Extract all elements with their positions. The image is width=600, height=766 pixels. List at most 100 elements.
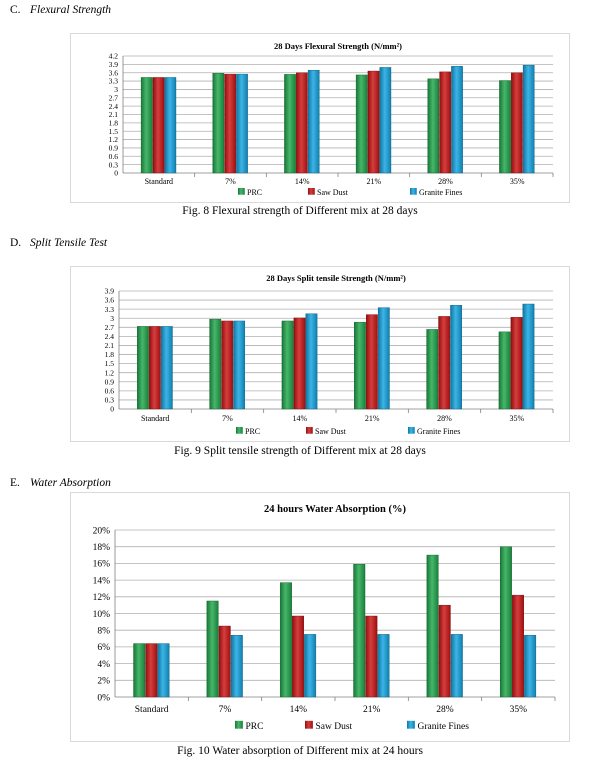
bar (233, 320, 246, 410)
bar (157, 643, 170, 698)
bar (499, 546, 512, 698)
flexural-strength-svg: 28 Days Flexural Strength (N/mm²) 00.30.6… (109, 41, 554, 197)
flexural-strength-chart: 28 Days Flexural Strength (N/mm²) 0 0.3 0.6… (70, 33, 570, 203)
x-tick-label: 14% (290, 705, 308, 715)
bar (498, 331, 511, 410)
y-tick-label: 3 (110, 314, 114, 323)
section-heading-flexural: C. Flexural Strength (10, 4, 111, 16)
legend-label: Saw Dust (316, 722, 353, 732)
figure-caption: Fig. 8 Flexural strength of Different mi… (182, 205, 418, 217)
section-letter: E. (10, 477, 20, 489)
y-tick-label: 12% (93, 593, 111, 603)
bar (522, 303, 535, 410)
bar (427, 78, 440, 174)
figure-caption: Fig. 10 Water absorption of Different mi… (177, 745, 423, 757)
legend-label: Granite Fines (419, 188, 462, 197)
bar (365, 615, 378, 698)
y-tick-label: 1.8 (105, 350, 115, 359)
x-tick-label: 7% (222, 414, 233, 423)
y-tick-label: 0.3 (109, 160, 119, 169)
y-tick-label: 2.7 (105, 323, 115, 332)
y-tick-label: 0.9 (109, 144, 119, 153)
y-tick-label: 16% (93, 560, 111, 570)
y-tick-label: 0.6 (109, 152, 119, 161)
bar (426, 554, 439, 698)
y-tick-label: 3.3 (109, 77, 119, 86)
y-tick-label: 1.5 (105, 359, 115, 368)
x-tick-label: 28% (436, 705, 454, 715)
bar (145, 643, 158, 698)
x-tick-label: 35% (510, 177, 525, 186)
legend-label: Saw Dust (315, 427, 347, 436)
bar (218, 625, 231, 698)
y-tick-label: 2.7 (109, 93, 119, 102)
chart-title: 28 Days Flexural Strength (N/mm²) (274, 41, 402, 51)
legend-swatch (306, 426, 313, 434)
y-tick-label: 3.6 (109, 68, 119, 77)
bar (438, 604, 451, 698)
bar (279, 582, 292, 698)
bar (365, 314, 378, 410)
split-tensile-chart: 28 Days Split tensile Strength (N/mm²) 0 0… (70, 266, 570, 442)
y-tick-label: 3 (114, 85, 118, 94)
bar (293, 317, 306, 410)
section-title: Water Absorption (30, 477, 111, 489)
bar (451, 66, 463, 174)
x-tick-label: 28% (438, 177, 453, 186)
y-tick-label: 3.3 (105, 305, 115, 314)
y-tick-label: 2% (97, 677, 110, 687)
bar (377, 634, 390, 698)
bar (450, 634, 463, 698)
y-tick-label: 8% (97, 627, 110, 637)
y-tick-label: 0 (110, 405, 114, 414)
legend-swatch (308, 187, 315, 195)
legend-label: PRC (246, 722, 264, 732)
water-absorption-svg: 24 hours Water Absorption (%) 0% 2% 4% 6% 8% 1… (93, 504, 556, 732)
bar (304, 634, 317, 698)
bar (212, 73, 225, 174)
bar (367, 70, 380, 174)
section-title: Split Tensile Test (30, 237, 108, 249)
bar (522, 64, 535, 174)
y-tick-label: 0.6 (105, 386, 115, 395)
y-tick-label: 10% (93, 610, 111, 620)
bar (206, 600, 219, 698)
y-tick-label: 2.1 (105, 341, 115, 350)
x-tick-label: 21% (366, 177, 381, 186)
y-tick-label: 1.2 (105, 368, 115, 377)
x-tick-label: 28% (437, 414, 452, 423)
bar (140, 77, 153, 174)
legend-swatch (410, 187, 417, 195)
bar (379, 67, 392, 174)
bar (512, 594, 524, 698)
legend-label: Granite Fines (418, 722, 470, 732)
bar (439, 71, 452, 174)
bar (224, 73, 237, 174)
legend-label: PRC (247, 188, 262, 197)
y-tick-label: 3.6 (105, 296, 115, 305)
bar (377, 307, 390, 410)
legend-swatch (408, 426, 415, 434)
bar (438, 316, 451, 410)
x-tick-label: Standard (145, 177, 173, 186)
x-tick-label: 7% (219, 705, 232, 715)
y-tick-label: 0% (97, 693, 110, 703)
x-tick-label: 14% (292, 414, 307, 423)
section-heading-water-absorption: E. Water Absorption (10, 477, 111, 489)
y-tick-label: 2.1 (109, 110, 119, 119)
bar (209, 318, 222, 410)
y-tick-label: 20% (93, 526, 111, 536)
bar (510, 317, 523, 410)
x-tick-label: Standard (141, 414, 169, 423)
bar (355, 74, 368, 174)
x-tick-label: 14% (295, 177, 310, 186)
section-letter: D. (10, 237, 22, 249)
y-tick-label: 1.2 (109, 135, 119, 144)
water-absorption-chart: 24 hours Water Absorption (%) 0% 2% 4% 6% 8% 1… (70, 492, 570, 742)
y-tick-label: 3.9 (105, 287, 115, 296)
y-tick-label: 4.2 (109, 52, 119, 61)
bar (450, 305, 463, 410)
y-tick-label: 2.4 (109, 102, 119, 111)
y-tick-label: 2.4 (105, 332, 115, 341)
bar (284, 74, 296, 174)
